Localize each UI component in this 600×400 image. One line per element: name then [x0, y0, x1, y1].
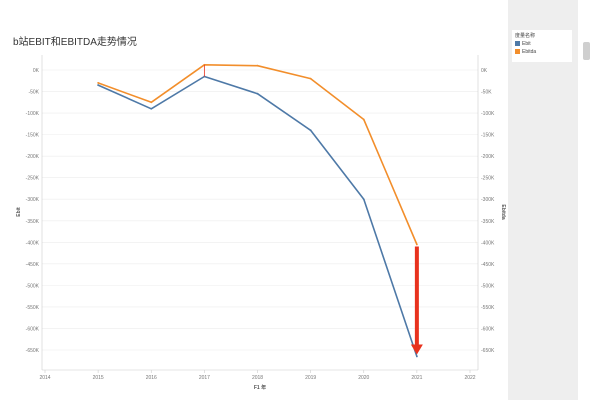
x-tick-label: 2021: [411, 375, 422, 381]
y-tick-label-left: -300K: [26, 197, 40, 203]
y-tick-label-left: -400K: [26, 240, 40, 246]
y-tick-label-left: -600K: [26, 326, 40, 332]
legend-label-ebit: Ebit: [522, 40, 531, 47]
x-tick-label: 2016: [146, 375, 157, 381]
x-axis-label: F1 年: [254, 384, 266, 391]
y-tick-label-left: -100K: [26, 111, 40, 117]
legend-item-ebitda[interactable]: Ebitda: [515, 48, 536, 55]
side-panel: [508, 0, 578, 400]
data-point-ebitda: [415, 243, 418, 246]
legend-label-ebitda: Ebitda: [522, 48, 537, 55]
legend-item-ebit[interactable]: Ebit: [515, 40, 531, 47]
annotation-arrow-head: [410, 344, 423, 355]
y-tick-label-left: -200K: [26, 154, 40, 160]
legend-swatch-ebitda: [515, 49, 520, 54]
legend-swatch-ebit: [515, 41, 520, 46]
data-point-ebitda: [97, 82, 100, 84]
data-point-ebit: [97, 84, 100, 86]
data-point-ebitda: [256, 64, 259, 67]
y-tick-label-left: -250K: [26, 176, 40, 182]
x-tick-label: 2018: [252, 375, 263, 381]
plot-area: [42, 55, 478, 370]
y-tick-label-right: -150K: [481, 133, 495, 139]
data-point-ebitda: [309, 77, 312, 80]
y-tick-label-right: -100K: [481, 111, 495, 117]
data-point-ebit: [150, 107, 153, 110]
y-tick-label-left: -450K: [26, 262, 40, 268]
data-point-ebit: [256, 92, 259, 95]
y-tick-label-left: -50K: [28, 90, 39, 96]
data-point-ebitda: [150, 101, 153, 104]
y-tick-label-right: -350K: [481, 219, 495, 225]
y-tick-label-left: -550K: [26, 305, 40, 311]
y-axis-label-left: Ebit: [16, 207, 22, 217]
y-tick-label-right: -250K: [481, 176, 495, 182]
y-tick-label-right: -200K: [481, 154, 495, 160]
y-tick-label-left: -500K: [26, 283, 40, 289]
legend: [512, 30, 572, 62]
x-tick-label: 2015: [93, 375, 104, 381]
y-tick-label-right: -400K: [481, 240, 495, 246]
x-tick-label: 2022: [464, 375, 475, 381]
y-tick-label-right: -300K: [481, 197, 495, 203]
chart-title: b站EBIT和EBITDA走势情况: [13, 37, 137, 48]
y-tick-label-right: -600K: [481, 326, 495, 332]
y-tick-label-left: 0K: [33, 68, 40, 74]
y-tick-label-left: -350K: [26, 219, 40, 225]
y-tick-label-left: -650K: [26, 348, 40, 354]
y-axis-label-right: Ebitda: [500, 204, 506, 219]
x-tick-label: 2019: [305, 375, 316, 381]
y-tick-label-left: -150K: [26, 133, 40, 139]
data-point-ebitda: [362, 118, 365, 121]
legend-title: 度量名称: [515, 33, 536, 39]
y-tick-label-right: -500K: [481, 283, 495, 289]
y-tick-label-right: -550K: [481, 305, 495, 311]
y-tick-label-right: -50K: [481, 90, 492, 96]
y-tick-label-right: -650K: [481, 348, 495, 354]
x-tick-label: 2014: [39, 375, 50, 381]
x-tick-label: 2017: [199, 375, 210, 381]
y-tick-label-right: -450K: [481, 262, 495, 268]
data-point-ebit: [362, 198, 365, 201]
data-point-ebit: [309, 129, 312, 132]
y-tick-label-right: 0K: [481, 68, 488, 74]
x-tick-label: 2020: [358, 375, 369, 381]
scrollbar[interactable]: [583, 42, 590, 60]
data-point-ebit: [415, 355, 418, 358]
